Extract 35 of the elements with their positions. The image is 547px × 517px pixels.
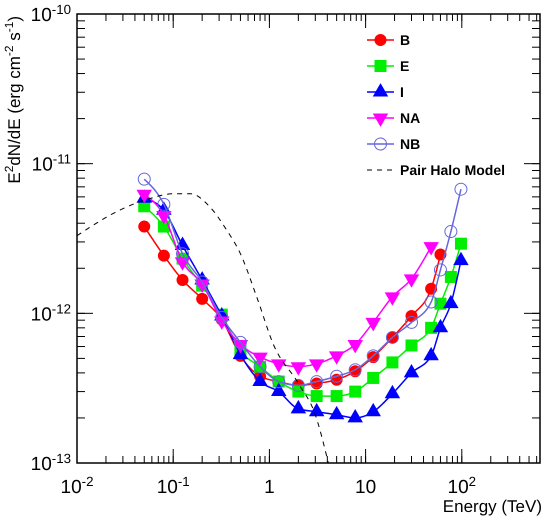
point [310, 390, 323, 402]
point [386, 356, 398, 368]
point [158, 250, 170, 262]
y-tick-label: 10$^{-11}$ [32, 151, 71, 176]
legend-label: Pair Halo Model [400, 162, 506, 178]
point [330, 390, 343, 402]
point [405, 339, 418, 352]
y-tick-label: 10$^{-13}$ [30, 450, 71, 475]
point [138, 220, 150, 233]
x-tick-label: 1 [264, 477, 275, 498]
x-tick-label: 10$^{-2}$ [60, 474, 94, 498]
y-tick-label: 10$^{-12}$ [30, 300, 71, 326]
x-axis-title: Energy (TeV) [442, 497, 542, 516]
x-tick-label: 10$^{-1}$ [156, 474, 190, 498]
x-tick-label: 10$^{2}$ [448, 474, 476, 498]
point [330, 370, 344, 383]
legend-label: NA [400, 110, 420, 126]
legend-label: B [400, 32, 410, 48]
point [157, 198, 170, 211]
legend-label: NB [400, 136, 420, 152]
point [404, 316, 418, 329]
point [138, 172, 151, 186]
y-tick-label: 10$^{-10}$ [30, 2, 71, 26]
point [176, 247, 190, 260]
point [176, 274, 189, 286]
point [215, 310, 228, 324]
x-tick-label: 10 [355, 477, 376, 498]
point [367, 372, 380, 384]
legend-label: E [400, 58, 410, 74]
point [196, 292, 208, 305]
point [196, 275, 209, 288]
legend-label: I [400, 84, 404, 100]
point [234, 336, 247, 349]
point [424, 296, 438, 309]
point [349, 386, 362, 398]
